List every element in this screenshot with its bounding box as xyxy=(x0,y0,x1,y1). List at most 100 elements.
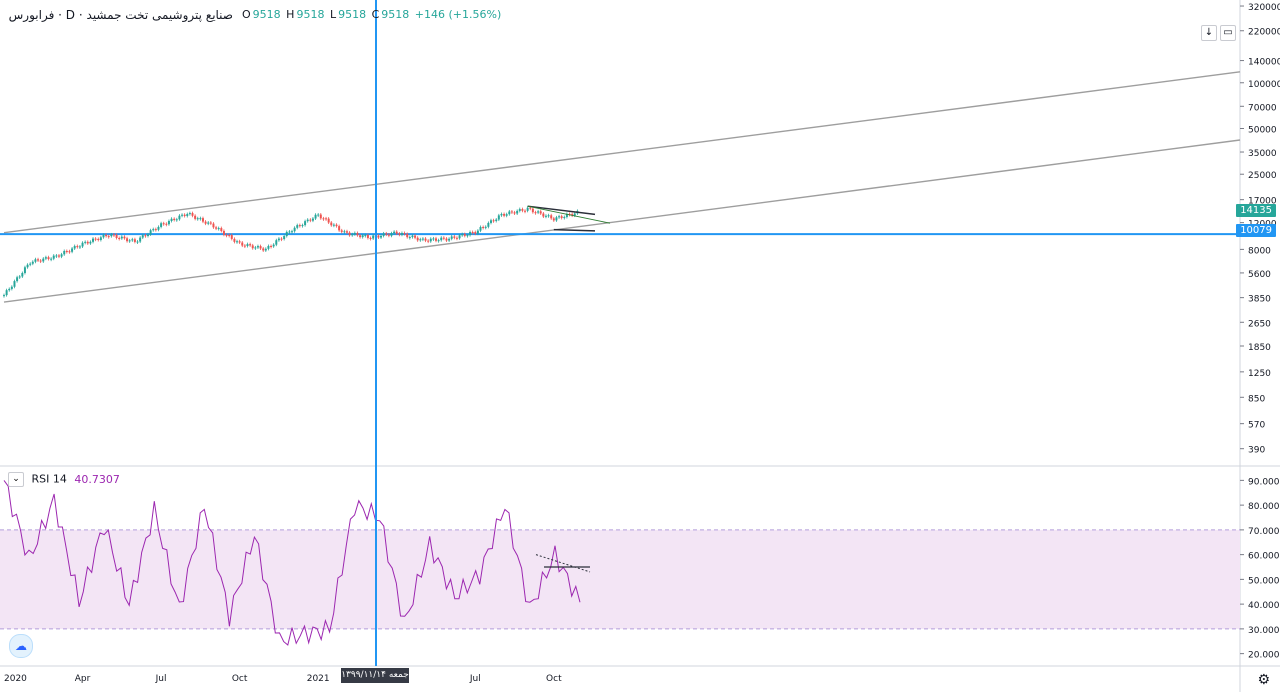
open-label: O xyxy=(242,8,251,21)
candle-body xyxy=(201,218,204,222)
candle-body xyxy=(94,238,97,240)
candle-body xyxy=(440,237,443,241)
time-axis-label: Jul xyxy=(469,674,481,684)
candle-body xyxy=(154,229,157,231)
candle-body xyxy=(416,237,419,241)
candle-body xyxy=(222,230,225,235)
candle-body xyxy=(364,235,367,237)
candle-body xyxy=(534,212,537,214)
fullscreen-icon[interactable]: ▭ xyxy=(1220,25,1236,41)
price-tick-label: 850 xyxy=(1248,394,1265,404)
time-axis-label: 2020 xyxy=(4,674,27,684)
candle-body xyxy=(387,234,390,236)
candle-body xyxy=(437,240,440,242)
price-tick-label: 50000 xyxy=(1248,125,1277,135)
candle-body xyxy=(225,234,228,236)
price-tick-label: 17000 xyxy=(1248,197,1277,207)
candle-body xyxy=(482,227,485,229)
candle-body xyxy=(123,236,126,239)
time-axis-label: Oct xyxy=(232,674,248,684)
rsi-trend-drawing xyxy=(535,554,591,573)
candle-body xyxy=(296,225,299,228)
rsi-label: RSI 14 xyxy=(31,472,67,486)
candle-body xyxy=(293,227,296,232)
candle-body xyxy=(304,221,307,226)
time-axis-label: Oct xyxy=(546,674,562,684)
candle-body xyxy=(115,234,118,238)
candle-body xyxy=(16,277,19,282)
candle-body xyxy=(571,214,574,216)
candle-body xyxy=(516,210,519,214)
candle-body xyxy=(212,223,215,228)
interval-label[interactable]: D xyxy=(65,8,76,22)
price-tick-label: 5600 xyxy=(1248,270,1271,280)
close-label: C xyxy=(371,8,380,21)
candle-body xyxy=(301,225,304,227)
candle-body xyxy=(105,234,108,237)
candle-body xyxy=(39,260,42,262)
rsi-band xyxy=(0,529,1240,629)
candle-body xyxy=(65,250,68,252)
candle-body xyxy=(435,238,437,241)
candle-body xyxy=(450,236,453,239)
candle-body xyxy=(191,213,194,216)
rsi-tick-label: 40.0000 xyxy=(1248,601,1280,611)
candle-body xyxy=(254,247,257,249)
candle-body xyxy=(209,222,212,224)
candle-body xyxy=(167,220,170,225)
rsi-tick-label: 70.0000 xyxy=(1248,527,1280,537)
candle-body xyxy=(359,235,362,238)
candle-body xyxy=(89,241,92,244)
candle-body xyxy=(524,210,527,212)
candle-body xyxy=(183,214,186,217)
rsi-legend: ⌄ RSI 14 40.7307 xyxy=(8,472,120,487)
candle-body xyxy=(406,233,409,238)
price-tick-label: 1250 xyxy=(1248,369,1271,379)
candle-body xyxy=(102,234,105,238)
candle-body xyxy=(542,213,545,217)
candle-body xyxy=(283,236,286,240)
rsi-line xyxy=(3,480,581,646)
candle-body xyxy=(199,218,202,220)
candle-body xyxy=(442,237,445,239)
candle-body xyxy=(3,295,5,297)
candle-body xyxy=(427,240,430,242)
chevron-down-icon[interactable]: ⌄ xyxy=(8,472,24,487)
candle-body xyxy=(552,218,555,221)
price-tick-label: 390 xyxy=(1248,446,1265,456)
pennant-triangle-line xyxy=(527,205,611,224)
arrow-down-icon[interactable]: ↓ xyxy=(1201,25,1217,41)
candle-body xyxy=(228,234,231,236)
candle-body xyxy=(338,226,341,231)
high-label: H xyxy=(286,8,295,21)
candle-body xyxy=(215,227,218,229)
candle-body xyxy=(141,235,144,238)
candle-body xyxy=(120,236,123,239)
candle-body xyxy=(518,209,521,211)
time-axis-label: 2021 xyxy=(307,674,330,684)
rsi-tick-label: 30.0000 xyxy=(1248,626,1280,636)
candle-body xyxy=(421,238,424,240)
gear-icon[interactable]: ⚙ xyxy=(1257,672,1270,688)
candle-body xyxy=(531,208,534,213)
candle-body xyxy=(461,234,464,236)
tradingview-logo-icon[interactable]: ☁ xyxy=(9,634,33,658)
rsi-tick-label: 80.0000 xyxy=(1248,502,1280,512)
last-price-badge: 14135 xyxy=(1236,204,1276,217)
candle-body xyxy=(267,245,270,249)
candle-body xyxy=(63,250,66,255)
candle-body xyxy=(10,286,13,289)
candle-body xyxy=(505,214,508,216)
candle-body xyxy=(380,235,383,238)
candle-body xyxy=(458,235,461,239)
candle-body xyxy=(319,214,322,219)
candle-body xyxy=(432,238,435,240)
candle-body xyxy=(544,215,547,217)
candle-body xyxy=(445,238,448,241)
price-tick-label: 70000 xyxy=(1248,103,1277,113)
symbol-name: صنایع پتروشیمی تخت جمشید xyxy=(86,8,233,22)
time-axis-label: Jul xyxy=(155,674,167,684)
candle-body xyxy=(29,263,32,265)
candle-body xyxy=(382,233,385,236)
